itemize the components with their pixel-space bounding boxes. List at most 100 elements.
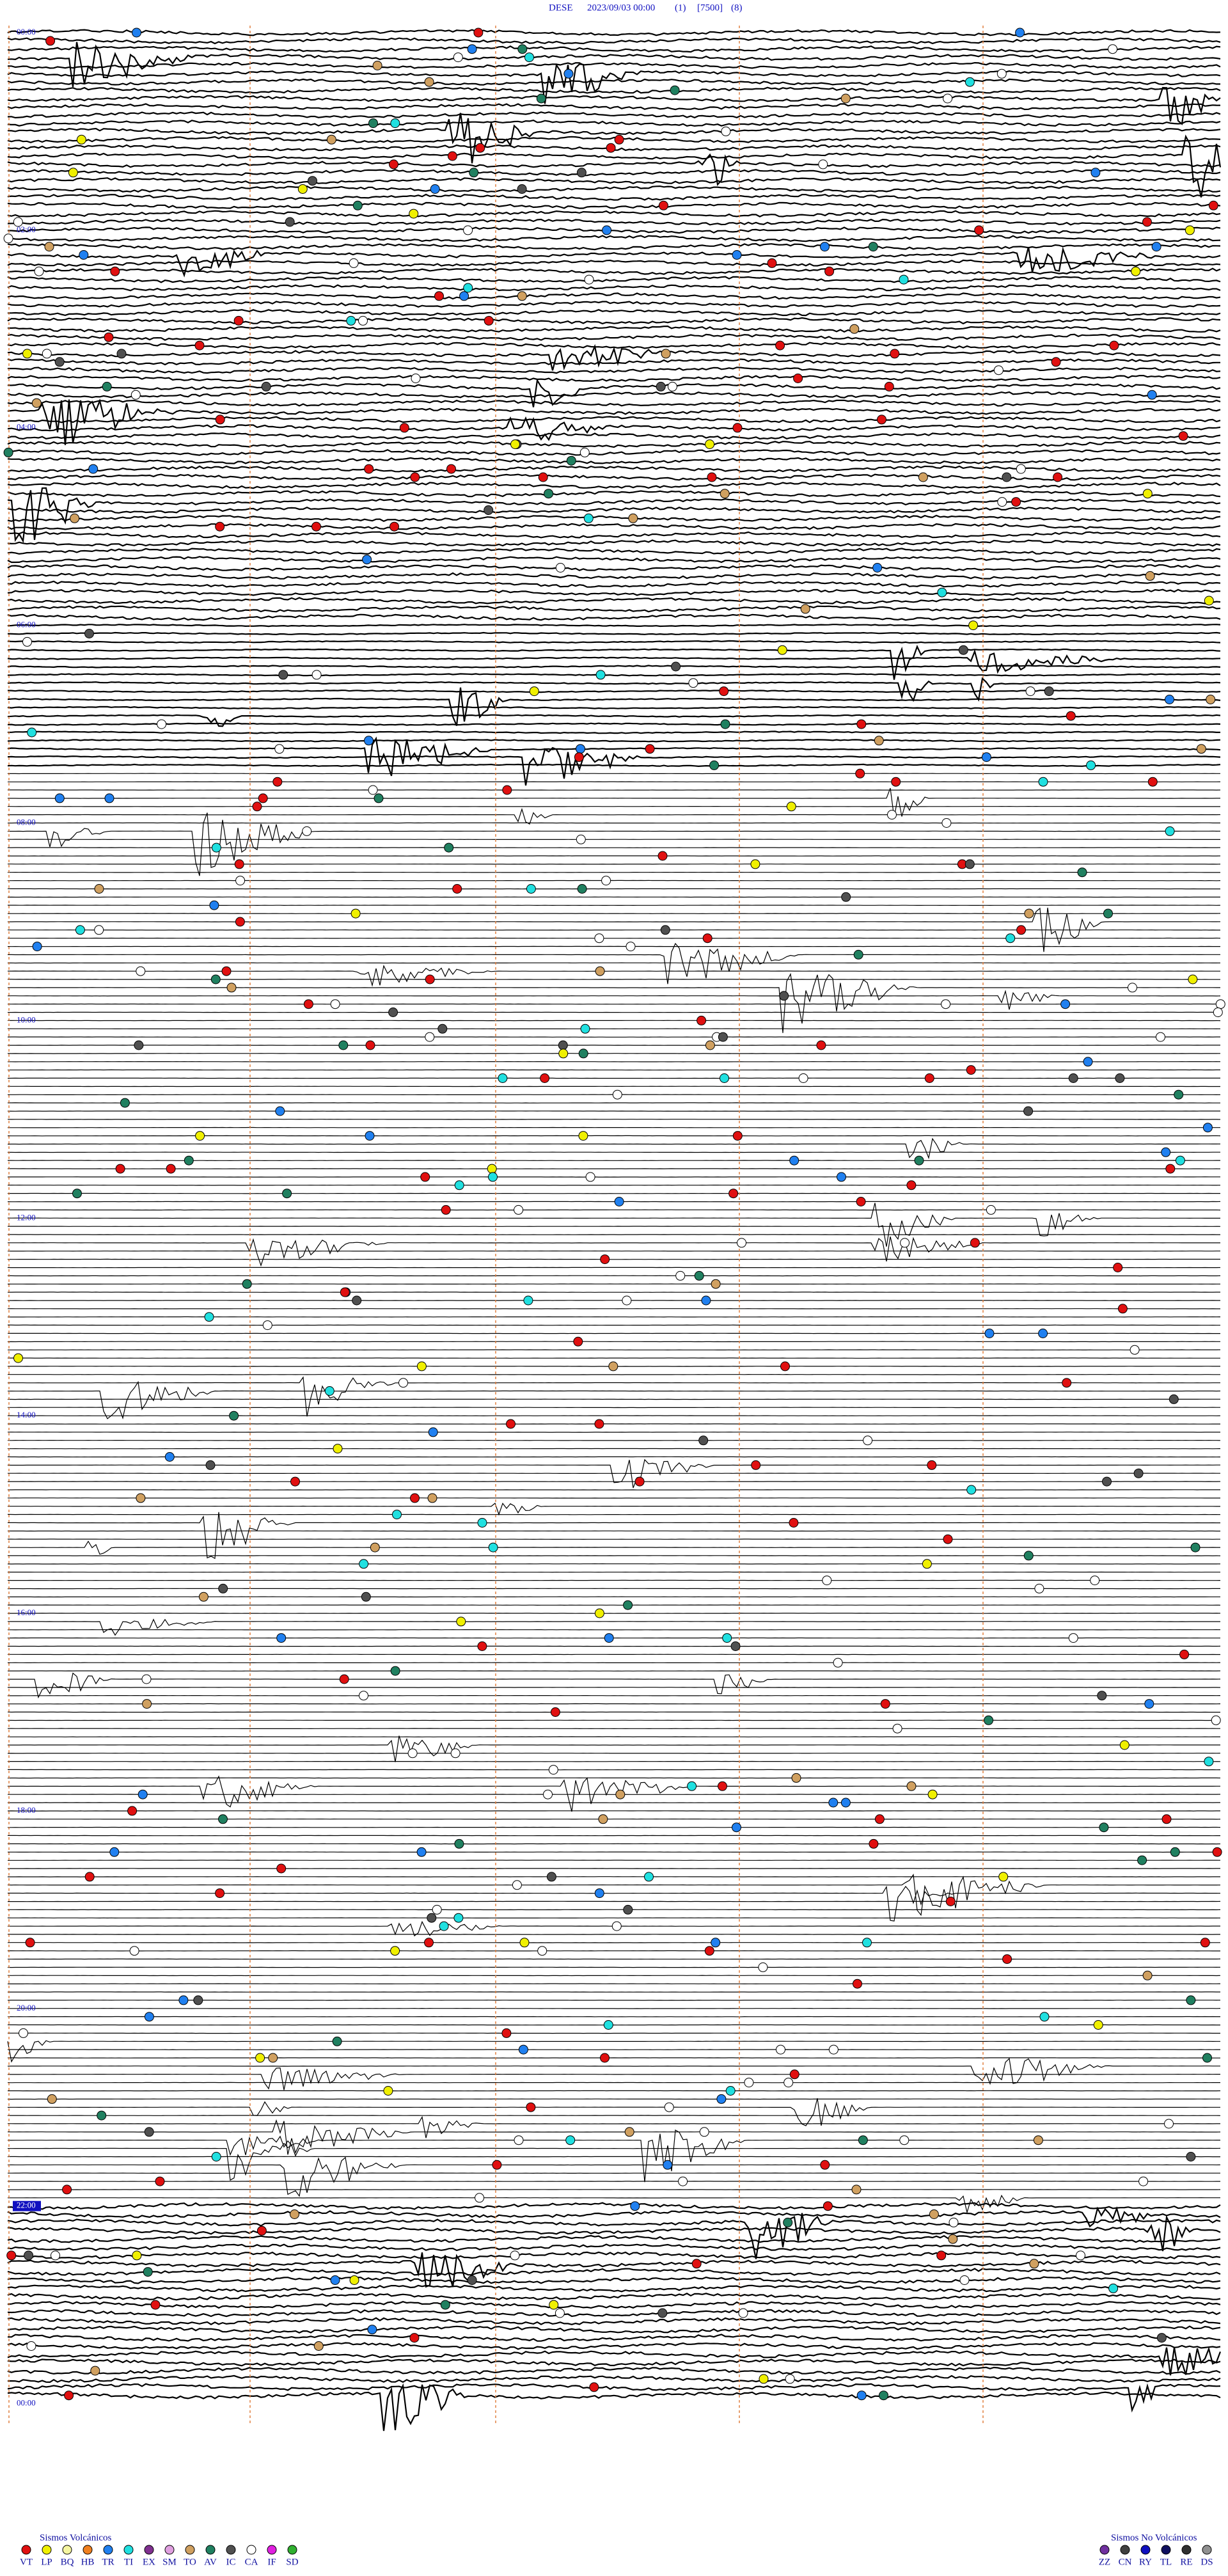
event xyxy=(1113,1263,1123,1272)
trace xyxy=(7,2142,1221,2181)
event xyxy=(22,349,33,359)
legend-code: CA xyxy=(245,2557,258,2567)
legend-title: Sismos No Volcánicos xyxy=(1111,2533,1197,2543)
event xyxy=(1202,2053,1212,2063)
trace xyxy=(7,2119,1221,2155)
event xyxy=(1099,1822,1109,1833)
event xyxy=(365,1131,375,1141)
trace xyxy=(7,246,1221,278)
trace xyxy=(7,267,1221,275)
event xyxy=(800,604,810,614)
trace xyxy=(7,119,1221,127)
event xyxy=(858,2135,868,2145)
event xyxy=(899,274,909,285)
event xyxy=(1174,1089,1184,1100)
trace xyxy=(8,942,1220,984)
trace xyxy=(7,399,1221,407)
trace xyxy=(7,2251,1221,2260)
event xyxy=(32,942,42,952)
event xyxy=(546,1872,556,1882)
legend-code: EX xyxy=(143,2557,155,2567)
event xyxy=(828,2044,838,2055)
trace xyxy=(8,1540,1220,1555)
event xyxy=(816,1040,826,1050)
event xyxy=(981,752,991,763)
time-label: 16:00 xyxy=(17,1608,36,1617)
event xyxy=(523,1295,533,1306)
trace xyxy=(7,37,1221,45)
event xyxy=(155,2176,165,2186)
time-label: 12:00 xyxy=(17,1212,36,1222)
trace xyxy=(7,763,1221,768)
event xyxy=(352,1295,362,1306)
trace xyxy=(7,1376,1220,1417)
trace xyxy=(7,689,1221,693)
event xyxy=(984,1715,994,1725)
event xyxy=(142,1699,152,1709)
trace xyxy=(7,2342,1221,2350)
event xyxy=(1142,217,1152,227)
trace xyxy=(7,580,1221,588)
event xyxy=(998,1872,1009,1882)
event xyxy=(789,1518,799,1528)
event xyxy=(697,1015,707,1025)
trace xyxy=(7,631,1221,636)
event xyxy=(233,315,244,326)
event xyxy=(924,1073,934,1083)
trace xyxy=(8,531,1221,539)
time-label: 22:00 xyxy=(17,2201,36,2210)
event xyxy=(1023,1106,1034,1116)
event xyxy=(256,2225,267,2236)
event xyxy=(407,1748,418,1758)
trace xyxy=(7,301,1221,308)
event xyxy=(759,2374,769,2384)
event xyxy=(3,447,13,457)
event xyxy=(623,1600,633,1610)
event xyxy=(3,233,13,244)
event xyxy=(514,2135,524,2145)
event xyxy=(226,983,237,993)
trace xyxy=(7,2098,1220,2126)
event xyxy=(463,225,473,235)
legend-marker xyxy=(62,2545,72,2555)
event xyxy=(311,521,321,532)
event xyxy=(487,1164,497,1174)
event xyxy=(1090,168,1101,178)
event xyxy=(130,390,141,400)
event xyxy=(1212,1847,1222,1857)
event xyxy=(454,1838,464,1849)
trace xyxy=(8,907,1221,952)
event xyxy=(584,274,594,285)
event xyxy=(626,942,636,952)
trace xyxy=(7,374,1221,383)
event xyxy=(27,727,37,738)
event xyxy=(333,1444,343,1454)
event xyxy=(45,36,56,46)
event xyxy=(1215,999,1225,1009)
legend-marker xyxy=(144,2545,154,2555)
event xyxy=(1023,1551,1034,1561)
trace xyxy=(8,807,1221,825)
event xyxy=(1211,1715,1221,1725)
trace xyxy=(7,747,1221,786)
trace xyxy=(7,136,1221,143)
event xyxy=(1165,826,1175,836)
event xyxy=(822,1576,832,1586)
event xyxy=(1076,2250,1085,2261)
event xyxy=(899,2135,909,2145)
trace xyxy=(7,990,1221,1010)
event xyxy=(1186,2152,1196,2161)
event xyxy=(1016,925,1027,935)
event xyxy=(359,1691,368,1701)
event xyxy=(1164,2119,1174,2129)
event xyxy=(730,1641,741,1651)
event xyxy=(453,1913,464,1923)
event xyxy=(473,28,484,38)
event xyxy=(350,908,361,919)
event xyxy=(718,1032,728,1042)
event xyxy=(1196,744,1206,754)
event xyxy=(364,736,374,746)
event xyxy=(1103,908,1113,919)
trace xyxy=(7,613,1221,621)
legend-marker xyxy=(103,2545,113,2555)
